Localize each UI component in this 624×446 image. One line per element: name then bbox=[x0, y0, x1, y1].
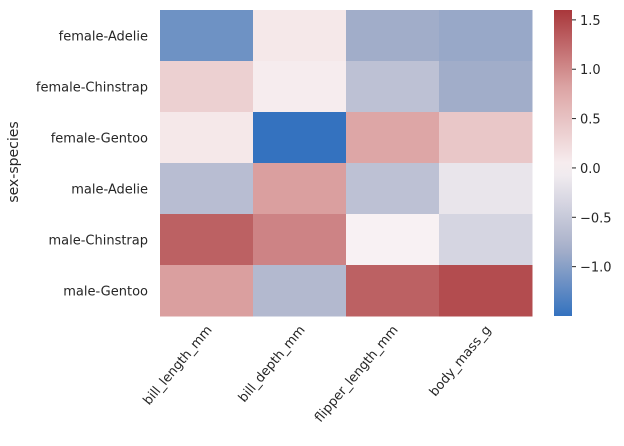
colorbar-ticks: −1.0 −0.5 0.0 0.5 1.0 1.5 bbox=[572, 14, 612, 276]
colorbar-tick-label: 1.5 bbox=[580, 14, 601, 29]
heatmap-cell bbox=[253, 10, 347, 62]
heatmap-cell bbox=[346, 214, 440, 266]
heatmap-cell bbox=[346, 112, 440, 164]
colorbar-tick-label: 1.0 bbox=[580, 63, 601, 78]
column-label: body_mass_g bbox=[427, 323, 495, 400]
heatmap-cell bbox=[253, 61, 347, 113]
heatmap-cell bbox=[439, 61, 533, 113]
column-tick-labels: bill_length_mm bill_depth_mm flipper_lengt… bbox=[141, 323, 495, 426]
heatmap-cell bbox=[439, 265, 533, 317]
heatmap-cell bbox=[346, 163, 440, 215]
row-tick-labels: female-Adelie female-Chinstrap female-Gent… bbox=[36, 30, 148, 300]
heatmap-cell bbox=[253, 112, 347, 164]
colorbar-tick-label: 0.0 bbox=[580, 162, 601, 177]
heatmap-cell bbox=[439, 214, 533, 266]
row-label: male-Gentoo bbox=[63, 285, 148, 300]
row-label: male-Adelie bbox=[71, 183, 148, 198]
heatmap-cell bbox=[439, 112, 533, 164]
column-label: bill_length_mm bbox=[141, 323, 216, 408]
heatmap-cell bbox=[160, 10, 254, 62]
heatmap-cell bbox=[439, 10, 533, 62]
heatmap-cell bbox=[253, 214, 347, 266]
heatmap-cell bbox=[160, 163, 254, 215]
heatmap-cell bbox=[160, 61, 254, 113]
colorbar: −1.0 −0.5 0.0 0.5 1.0 1.5 bbox=[554, 10, 612, 316]
column-label: bill_depth_mm bbox=[236, 323, 309, 406]
heatmap-cell bbox=[346, 265, 440, 317]
y-axis-title: sex-species bbox=[6, 121, 22, 202]
heatmap-cell bbox=[253, 265, 347, 317]
heatmap-cell bbox=[253, 163, 347, 215]
colorbar-gradient bbox=[554, 10, 572, 316]
heatmap-cell bbox=[346, 10, 440, 62]
heatmap-cell bbox=[346, 61, 440, 113]
heatmap-cell bbox=[439, 163, 533, 215]
heatmap-cell bbox=[160, 214, 254, 266]
colorbar-tick-label: 0.5 bbox=[580, 113, 601, 128]
column-label: flipper_length_mm bbox=[312, 323, 402, 426]
row-label: female-Adelie bbox=[59, 30, 148, 45]
heatmap-cells bbox=[160, 10, 533, 317]
row-label: female-Gentoo bbox=[51, 132, 148, 147]
colorbar-tick-label: −1.0 bbox=[580, 261, 612, 276]
heatmap-cell bbox=[160, 265, 254, 317]
heatmap-cell bbox=[160, 112, 254, 164]
colorbar-tick-label: −0.5 bbox=[580, 211, 612, 226]
row-label: female-Chinstrap bbox=[36, 81, 148, 96]
row-label: male-Chinstrap bbox=[48, 234, 148, 249]
